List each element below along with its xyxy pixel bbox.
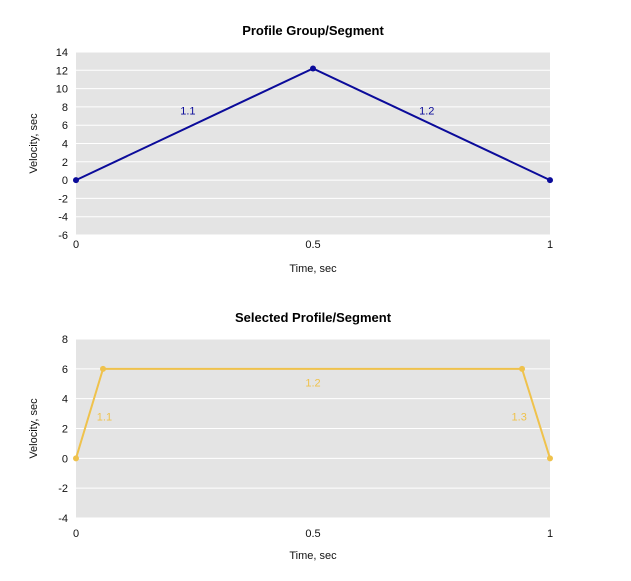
y-tick-label: 8 [62,334,68,346]
x-tick-label: 0 [73,239,79,251]
data-point [100,365,107,372]
x-tick-label: 0 [73,528,79,540]
y-tick-label: 0 [62,175,68,187]
y-tick-label: 2 [62,157,68,169]
data-point [73,455,79,462]
data-point [73,177,79,184]
x-tick-label: 0.5 [305,239,320,251]
x-axis-label: Time, sec [289,550,337,562]
y-tick-label: -2 [58,483,68,495]
y-tick-label: -4 [58,513,68,525]
chart-1: 14 12 10 8 6 4 2 0 -2 -4 -6 0 0.5 1 Profile Group/Segm… [28,23,553,275]
y-tick-label: -6 [58,230,68,242]
x-tick-label: 1 [547,528,553,540]
y-axis-label: Velocity, sec [28,113,40,174]
data-point [547,455,553,462]
y-tick-label: 6 [62,120,68,132]
segment-label: 1.1 [180,106,195,118]
y-tick-label: 10 [56,84,68,96]
data-point [519,365,526,372]
y-tick-label: 2 [62,424,68,436]
chart-title: Profile Group/Segment [242,23,384,38]
segment-label: 1.2 [419,106,434,118]
y-tick-label: -2 [58,193,68,205]
x-axis-label: Time, sec [289,263,337,275]
y-axis-label: Velocity, sec [28,398,40,459]
y-tick-label: 8 [62,102,68,114]
segment-label: 1.1 [97,412,112,424]
segment-label: 1.2 [305,377,320,389]
series-line [75,367,551,459]
chart-2: 8 6 4 2 0 -2 -4 0 0.5 1 Selected Profile/Segment Ti… [28,310,553,562]
y-tick-label: 12 [56,65,68,77]
chart-title: Selected Profile/Segment [235,310,392,325]
y-tick-label: 4 [62,139,68,151]
y-tick-label: 0 [62,453,68,465]
y-tick-label: -4 [58,212,68,224]
y-tick-label: 14 [56,47,68,59]
data-point [310,65,316,72]
segment-label: 1.3 [512,412,527,424]
y-tick-label: 6 [62,364,68,376]
x-tick-label: 1 [547,239,553,251]
y-tick-label: 4 [62,394,68,406]
x-tick-label: 0.5 [305,528,320,540]
data-point [547,177,553,184]
